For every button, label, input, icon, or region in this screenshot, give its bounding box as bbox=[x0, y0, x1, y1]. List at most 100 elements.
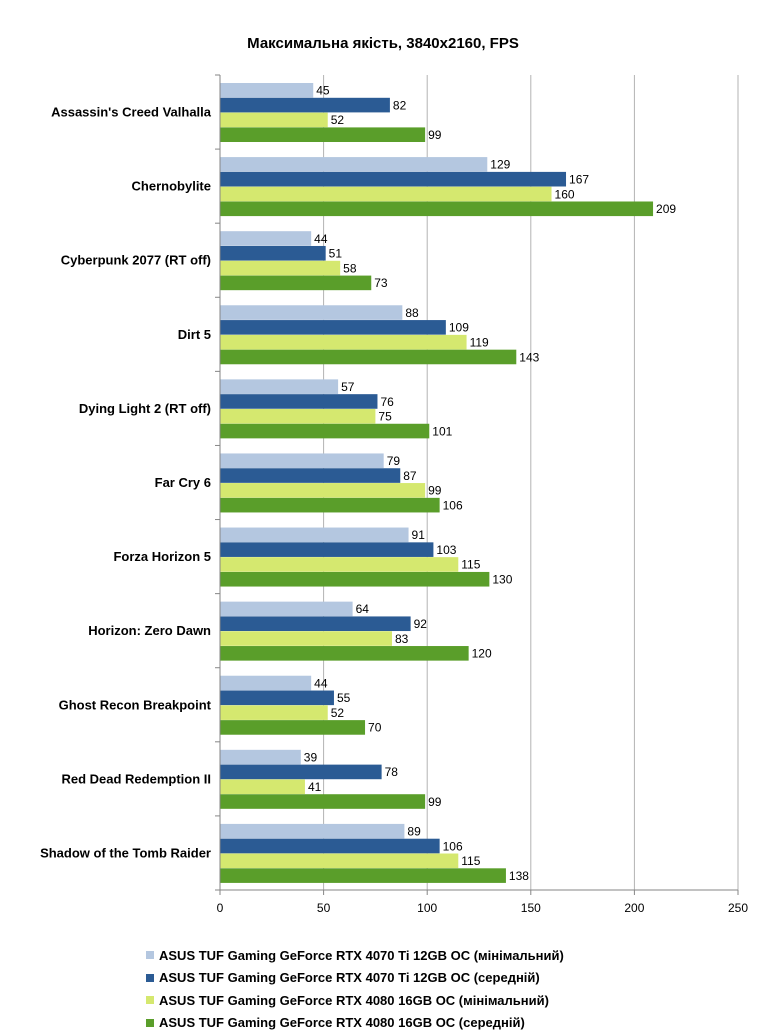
bar bbox=[220, 320, 446, 335]
category-label: Chernobylite bbox=[132, 179, 211, 194]
data-label: 106 bbox=[443, 498, 463, 512]
bar bbox=[220, 794, 425, 809]
x-tick-label: 150 bbox=[521, 901, 541, 915]
legend-label: ASUS TUF Gaming GeForce RTX 4070 Ti 12GB… bbox=[159, 970, 540, 985]
x-tick-label: 200 bbox=[624, 901, 644, 915]
data-label: 73 bbox=[374, 276, 388, 290]
category-label: Dying Light 2 (RT off) bbox=[79, 401, 211, 416]
data-label: 143 bbox=[519, 350, 539, 364]
category-label: Ghost Recon Breakpoint bbox=[59, 697, 212, 712]
bar bbox=[220, 350, 516, 365]
data-label: 64 bbox=[356, 602, 370, 616]
bar bbox=[220, 157, 487, 172]
data-label: 101 bbox=[432, 424, 452, 438]
category-label: Cyberpunk 2077 (RT off) bbox=[61, 253, 211, 268]
legend-swatch bbox=[146, 951, 154, 959]
bar bbox=[220, 409, 375, 424]
data-label: 167 bbox=[569, 172, 589, 186]
bar bbox=[220, 854, 458, 869]
data-label: 92 bbox=[414, 617, 428, 631]
bar bbox=[220, 201, 653, 216]
data-label: 76 bbox=[380, 395, 394, 409]
data-label: 209 bbox=[656, 202, 676, 216]
category-label: Assassin's Creed Valhalla bbox=[51, 105, 212, 120]
category-label: Dirt 5 bbox=[178, 327, 211, 342]
bar bbox=[220, 631, 392, 646]
bar bbox=[220, 305, 402, 320]
data-label: 109 bbox=[449, 321, 469, 335]
bar bbox=[220, 557, 458, 572]
bar bbox=[220, 824, 404, 839]
data-label: 75 bbox=[378, 410, 392, 424]
bar bbox=[220, 765, 382, 780]
bar bbox=[220, 646, 469, 661]
data-label: 99 bbox=[428, 484, 442, 498]
data-label: 99 bbox=[428, 128, 442, 142]
data-label: 70 bbox=[368, 721, 382, 735]
data-label: 55 bbox=[337, 691, 351, 705]
bar bbox=[220, 691, 334, 706]
bar bbox=[220, 483, 425, 498]
bar bbox=[220, 528, 409, 543]
bar bbox=[220, 379, 338, 394]
bar bbox=[220, 113, 328, 128]
chart-title: Максимальна якість, 3840x2160, FPS bbox=[247, 35, 519, 52]
data-label: 120 bbox=[472, 647, 492, 661]
data-label: 78 bbox=[385, 765, 399, 779]
bar bbox=[220, 453, 384, 468]
data-label: 83 bbox=[395, 632, 409, 646]
data-label: 119 bbox=[470, 335, 489, 349]
data-label: 44 bbox=[314, 676, 328, 690]
bar bbox=[220, 276, 371, 291]
data-label: 103 bbox=[436, 543, 456, 557]
bar bbox=[220, 172, 566, 187]
legend-item: ASUS TUF Gaming GeForce RTX 4070 Ti 12GB… bbox=[146, 944, 564, 967]
data-label: 57 bbox=[341, 380, 355, 394]
data-label: 115 bbox=[461, 558, 480, 572]
legend-swatch bbox=[146, 974, 154, 982]
data-label: 51 bbox=[329, 247, 343, 261]
bar bbox=[220, 868, 506, 883]
bar bbox=[220, 231, 311, 246]
data-label: 87 bbox=[403, 469, 417, 483]
bar bbox=[220, 261, 340, 276]
bar bbox=[220, 616, 411, 631]
data-label: 82 bbox=[393, 98, 407, 112]
legend-swatch bbox=[146, 1019, 154, 1027]
data-label: 41 bbox=[308, 780, 322, 794]
bar bbox=[220, 779, 305, 794]
data-label: 88 bbox=[405, 306, 419, 320]
x-tick-label: 100 bbox=[417, 901, 437, 915]
data-label: 52 bbox=[331, 113, 345, 127]
bar bbox=[220, 187, 552, 202]
legend-label: ASUS TUF Gaming GeForce RTX 4080 16GB OC… bbox=[159, 993, 549, 1008]
data-label: 160 bbox=[555, 187, 575, 201]
category-label: Horizon: Zero Dawn bbox=[88, 623, 211, 638]
data-label: 130 bbox=[492, 573, 512, 587]
bar bbox=[220, 394, 377, 409]
category-label: Shadow of the Tomb Raider bbox=[40, 845, 211, 860]
bar bbox=[220, 468, 400, 483]
data-label: 91 bbox=[412, 528, 426, 542]
data-label: 129 bbox=[490, 158, 510, 172]
data-label: 58 bbox=[343, 261, 357, 275]
category-label: Forza Horizon 5 bbox=[113, 549, 211, 564]
category-label: Far Cry 6 bbox=[155, 475, 211, 490]
bar bbox=[220, 98, 390, 113]
data-label: 89 bbox=[407, 825, 421, 839]
data-label: 99 bbox=[428, 795, 442, 809]
bar bbox=[220, 498, 440, 513]
bar bbox=[220, 676, 311, 691]
x-tick-label: 50 bbox=[317, 901, 331, 915]
bar bbox=[220, 83, 313, 98]
data-label: 39 bbox=[304, 750, 318, 764]
bar bbox=[220, 572, 489, 587]
bar bbox=[220, 705, 328, 720]
legend-item: ASUS TUF Gaming GeForce RTX 4070 Ti 12GB… bbox=[146, 967, 564, 990]
category-labels: Assassin's Creed Valhalla Chernobylite Cyb… bbox=[40, 105, 212, 861]
bar bbox=[220, 246, 326, 261]
x-tick-label: 250 bbox=[728, 901, 748, 915]
legend-item: ASUS TUF Gaming GeForce RTX 4080 16GB OC… bbox=[146, 989, 564, 1012]
data-label: 115 bbox=[461, 854, 480, 868]
